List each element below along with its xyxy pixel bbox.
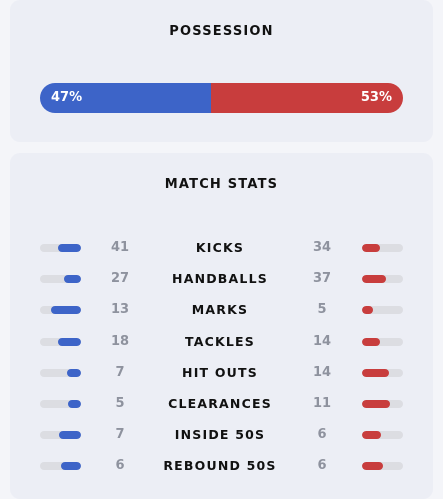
home-stat-value: 7: [115, 427, 125, 443]
home-stat-value: 13: [110, 302, 130, 318]
away-stat-bar-fill: [362, 337, 381, 346]
away-stat-bar: [362, 462, 403, 471]
home-stat-bar: [40, 275, 81, 284]
away-stat-value: 34: [312, 240, 332, 255]
away-stat-value: 6: [317, 458, 327, 474]
possession-home-segment: 47%: [40, 83, 211, 113]
away-stat-bar-fill: [362, 368, 390, 377]
home-stat-bar: [40, 337, 81, 346]
stat-row: 13 MARKS 5: [10, 301, 433, 321]
stat-row: 41 KICKS 34: [10, 239, 433, 259]
stat-label: TACKLES: [185, 333, 255, 349]
home-stat-value: 41: [110, 240, 130, 255]
home-stat-bar-fill: [58, 337, 81, 346]
home-stat-bar-fill: [51, 306, 81, 315]
home-stat-bar-fill: [67, 368, 81, 377]
possession-bar: 47% 53%: [40, 83, 403, 113]
home-stat-value: 6: [115, 458, 125, 474]
home-stat-bar: [40, 462, 81, 471]
stat-label: HIT OUTS: [182, 364, 258, 380]
away-stat-bar: [362, 431, 403, 440]
possession-title: POSSESSION: [169, 24, 274, 39]
home-stat-value: 27: [110, 271, 130, 287]
away-stat-bar-fill: [362, 400, 391, 408]
away-stat-bar: [362, 275, 403, 284]
stat-row: 7 HIT OUTS 14: [10, 364, 433, 384]
possession-home-value: 47%: [51, 90, 83, 105]
away-stat-bar-fill: [362, 244, 381, 252]
home-stat-value: 18: [110, 333, 130, 349]
away-stat-value: 11: [312, 396, 332, 411]
stat-label: CLEARANCES: [168, 396, 272, 411]
away-stat-value: 5: [317, 302, 327, 318]
stat-label: INSIDE 50S: [174, 427, 266, 443]
away-stat-value: 14: [312, 364, 332, 380]
away-stat-value: 14: [312, 333, 332, 349]
home-stat-bar-fill: [60, 462, 81, 471]
away-stat-bar-fill: [362, 462, 383, 471]
stat-row: 18 TACKLES 14: [10, 333, 433, 353]
away-stat-bar-fill: [362, 306, 374, 315]
stat-row: 7 INSIDE 50S 6: [10, 426, 433, 446]
home-stat-bar-fill: [58, 244, 81, 252]
stat-label: MARKS: [191, 302, 249, 318]
home-stat-bar-fill: [58, 431, 81, 440]
away-stat-bar: [362, 368, 403, 377]
away-stat-bar: [362, 244, 403, 252]
away-stat-bar-fill: [362, 431, 381, 440]
away-stat-bar: [362, 400, 403, 408]
away-stat-value: 37: [312, 271, 332, 287]
home-stat-value: 5: [115, 396, 125, 411]
match-stats-card: MATCH STATS 41 KICKS 34 27 HANDBALLS 37 …: [10, 153, 433, 499]
match-stats-title: MATCH STATS: [164, 177, 279, 192]
home-stat-bar: [40, 244, 81, 252]
stat-row: 27 HANDBALLS 37: [10, 270, 433, 290]
home-stat-bar: [40, 400, 81, 408]
home-stat-bar: [40, 306, 81, 315]
home-stat-value: 7: [115, 364, 125, 380]
possession-card: POSSESSION 47% 53%: [10, 0, 433, 142]
home-stat-bar-fill: [63, 275, 81, 284]
stat-label: KICKS: [195, 240, 245, 255]
stat-label: HANDBALLS: [172, 271, 268, 287]
away-stat-bar-fill: [362, 275, 386, 284]
away-stat-bar: [362, 306, 403, 315]
home-stat-bar-fill: [68, 400, 81, 408]
away-stat-bar: [362, 337, 403, 346]
stat-row: 5 CLEARANCES 11: [10, 395, 433, 415]
home-stat-bar: [40, 431, 81, 440]
possession-away-value: 53%: [360, 90, 392, 105]
possession-away-segment: 53%: [210, 83, 403, 113]
stat-row: 6 REBOUND 50S 6: [10, 457, 433, 477]
away-stat-value: 6: [317, 427, 327, 443]
home-stat-bar: [40, 368, 81, 377]
stat-label: REBOUND 50S: [163, 458, 277, 474]
